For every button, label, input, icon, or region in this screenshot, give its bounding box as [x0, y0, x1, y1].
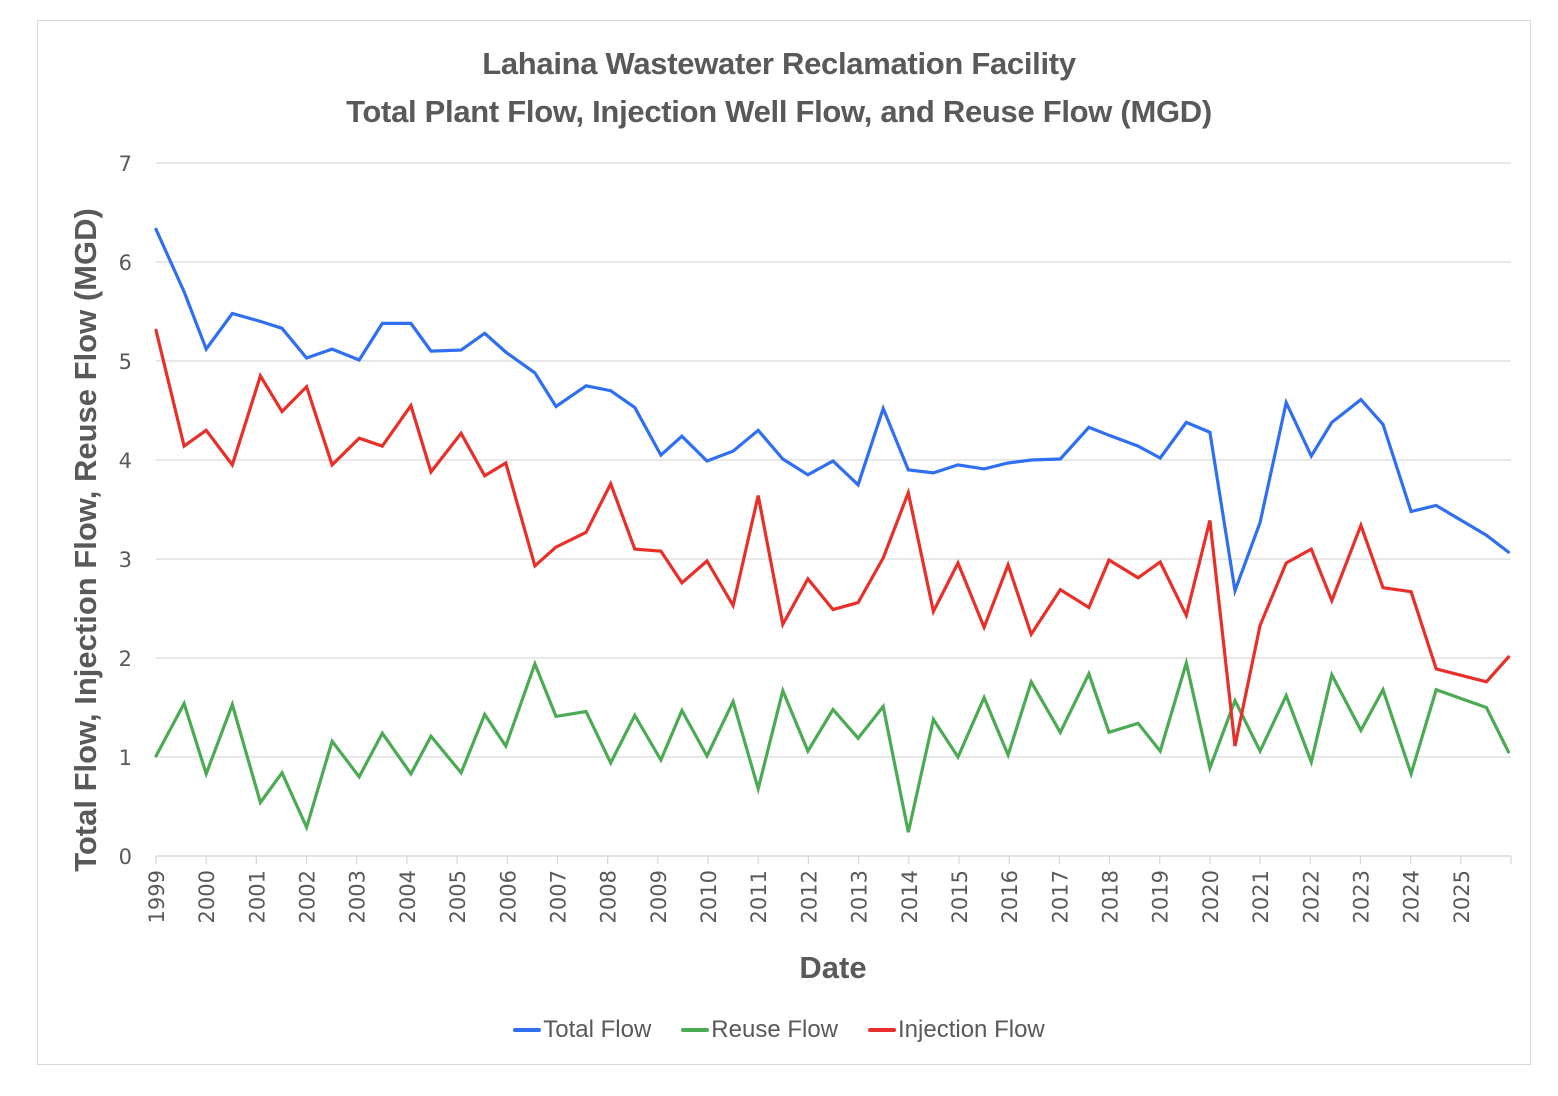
- x-tick-label-2022: 2022: [1299, 870, 1323, 923]
- x-tick-label-2012: 2012: [797, 870, 821, 923]
- x-tick-label-2009: 2009: [647, 870, 671, 923]
- legend-item-total-flow: Total Flow: [513, 1016, 651, 1044]
- y-tick-label-3: 3: [119, 548, 132, 572]
- chart-frame: [37, 20, 1531, 1065]
- y-tick-label-1: 1: [119, 746, 132, 770]
- x-tick-label-2018: 2018: [1099, 870, 1123, 923]
- legend-label-injection-flow: Injection Flow: [898, 1016, 1045, 1043]
- x-tick-label-2002: 2002: [296, 870, 320, 923]
- chart-title-line-1: Lahaina Wastewater Reclamation Facility: [482, 46, 1076, 81]
- x-tick-label-2007: 2007: [546, 870, 570, 923]
- x-tick-label-2008: 2008: [597, 870, 621, 923]
- x-tick-label-2016: 2016: [998, 870, 1022, 923]
- legend: Total Flow Reuse Flow Injection Flow: [0, 1016, 1558, 1044]
- chart-title-line-2: Total Plant Flow, Injection Well Flow, a…: [346, 94, 1212, 129]
- x-tick-label-2000: 2000: [195, 870, 219, 923]
- x-tick-label-2019: 2019: [1149, 870, 1173, 923]
- x-axis-ticks: 1999 2000 2001 2002 2003 2004 2005 2006 2007 2008…: [145, 870, 1474, 923]
- x-tick-label-2015: 2015: [948, 870, 972, 923]
- x-tick-label-2006: 2006: [496, 870, 520, 923]
- x-tick-label-2013: 2013: [848, 870, 872, 923]
- series-line-total-flow: [154, 227, 1511, 598]
- x-tick-label-2017: 2017: [1048, 870, 1072, 923]
- x-tick-label-2005: 2005: [446, 870, 470, 923]
- series-line-injection-flow: [154, 328, 1511, 747]
- x-tick-label-2023: 2023: [1349, 870, 1373, 923]
- x-tick-label-2020: 2020: [1199, 870, 1223, 923]
- y-tick-label-7: 7: [119, 152, 132, 176]
- x-tick-label-2003: 2003: [346, 870, 370, 923]
- legend-swatch-total-flow: [513, 1028, 542, 1032]
- series-line-reuse-flow: [154, 656, 1511, 833]
- x-axis: [155, 855, 1512, 864]
- legend-swatch-injection-flow: [868, 1028, 897, 1032]
- series-lines: [154, 227, 1511, 833]
- x-tick-label-2021: 2021: [1249, 870, 1273, 923]
- legend-item-reuse-flow: Reuse Flow: [681, 1016, 838, 1044]
- x-tick-label-2004: 2004: [396, 870, 420, 923]
- y-tick-label-2: 2: [119, 647, 132, 671]
- x-tick-label-2014: 2014: [898, 870, 922, 923]
- legend-label-reuse-flow: Reuse Flow: [711, 1016, 839, 1043]
- x-axis-title: Date: [799, 950, 866, 985]
- y-tick-label-4: 4: [119, 449, 132, 473]
- x-tick-label-2001: 2001: [245, 870, 269, 923]
- x-tick-label-2025: 2025: [1450, 870, 1474, 923]
- legend-item-injection-flow: Injection Flow: [868, 1016, 1045, 1044]
- y-tick-label-0: 0: [119, 845, 132, 869]
- x-tick-label-1999: 1999: [145, 870, 169, 923]
- x-tick-label-2011: 2011: [747, 870, 771, 923]
- y-axis-ticks: 0 1 2 3 4 5 6 7: [119, 152, 132, 869]
- y-axis-title: Total Flow, Injection Flow, Reuse Flow (…: [68, 208, 103, 872]
- x-tick-label-2010: 2010: [697, 870, 721, 923]
- x-tick-label-2024: 2024: [1400, 870, 1424, 923]
- y-tick-label-6: 6: [119, 251, 132, 275]
- legend-swatch-reuse-flow: [681, 1028, 710, 1032]
- y-tick-label-5: 5: [119, 350, 132, 374]
- legend-label-total-flow: Total Flow: [543, 1016, 652, 1043]
